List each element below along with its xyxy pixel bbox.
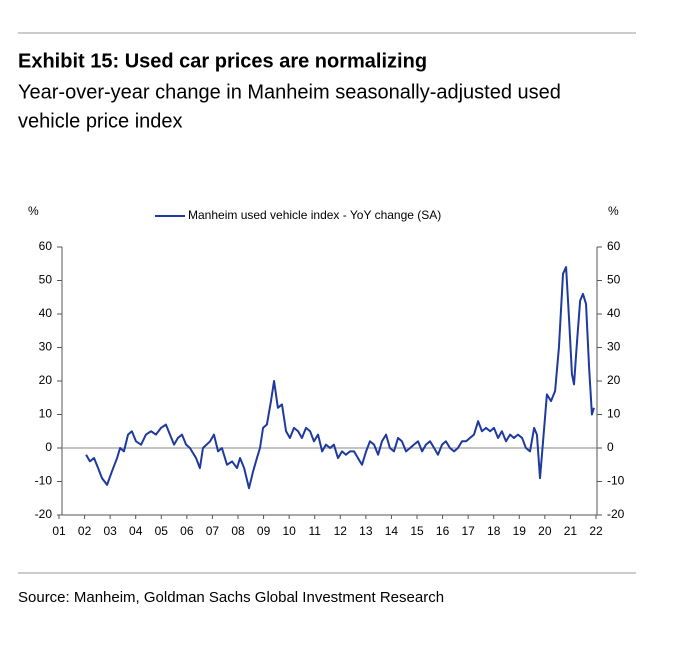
x-tick-label: 03 <box>103 524 117 538</box>
y2-tick-label: 0 <box>607 440 614 454</box>
y2-tick-label: 40 <box>607 306 621 320</box>
y-tick-label: -10 <box>35 474 53 488</box>
y-tick-label: 30 <box>39 340 53 354</box>
source: Source: Manheim, Goldman Sachs Global In… <box>18 589 444 606</box>
y2-tick-label: 60 <box>607 239 621 253</box>
y2-tick-label: -20 <box>607 507 625 521</box>
x-tick-label: 18 <box>487 524 501 538</box>
x-tick-label: 10 <box>282 524 296 538</box>
x-tick-label: 02 <box>78 524 92 538</box>
y2-tick-label: 10 <box>607 407 621 421</box>
chart-title: Exhibit 15: Used car prices are normaliz… <box>18 50 427 72</box>
y-tick-label: 60 <box>39 239 53 253</box>
x-tick-label: 13 <box>359 524 373 538</box>
x-tick-label: 14 <box>385 524 399 538</box>
y2-tick-label: 30 <box>607 340 621 354</box>
y-tick-label: 10 <box>39 407 53 421</box>
subtitle: Year-over-year change in Manheim seasona… <box>18 81 561 103</box>
x-tick-label: 06 <box>180 524 194 538</box>
x-tick-label: 08 <box>231 524 245 538</box>
x-tick-label: 12 <box>334 524 348 538</box>
y-tick-label: 40 <box>39 306 53 320</box>
legend-label: Manheim used vehicle index - YoY change … <box>188 208 441 222</box>
x-tick-label: 19 <box>513 524 527 538</box>
y-tick-label: 20 <box>39 373 53 387</box>
x-tick-label: 20 <box>538 524 552 538</box>
x-tick-label: 21 <box>564 524 578 538</box>
y-axis-label: % <box>28 204 39 218</box>
y2-tick-label: 20 <box>607 373 621 387</box>
y-tick-label: 0 <box>45 440 52 454</box>
x-tick-label: 05 <box>155 524 169 538</box>
x-tick-label: 16 <box>436 524 450 538</box>
x-tick-label: 11 <box>308 524 321 538</box>
y-tick-label: -20 <box>35 507 53 521</box>
x-tick-label: 07 <box>206 524 220 538</box>
data-line <box>85 266 595 490</box>
y2-tick-label: 50 <box>607 273 621 287</box>
y2-tick-label: -10 <box>607 474 625 488</box>
x-tick-label: 04 <box>129 524 143 538</box>
x-tick-label: 01 <box>52 524 66 538</box>
y-tick-label: 50 <box>39 273 53 287</box>
y2-axis-label: % <box>608 204 619 218</box>
x-tick-label: 15 <box>410 524 424 538</box>
x-tick-label: 22 <box>589 524 603 538</box>
subtitle: vehicle price index <box>18 110 183 132</box>
x-tick-label: 09 <box>257 524 271 538</box>
x-tick-label: 17 <box>461 524 475 538</box>
